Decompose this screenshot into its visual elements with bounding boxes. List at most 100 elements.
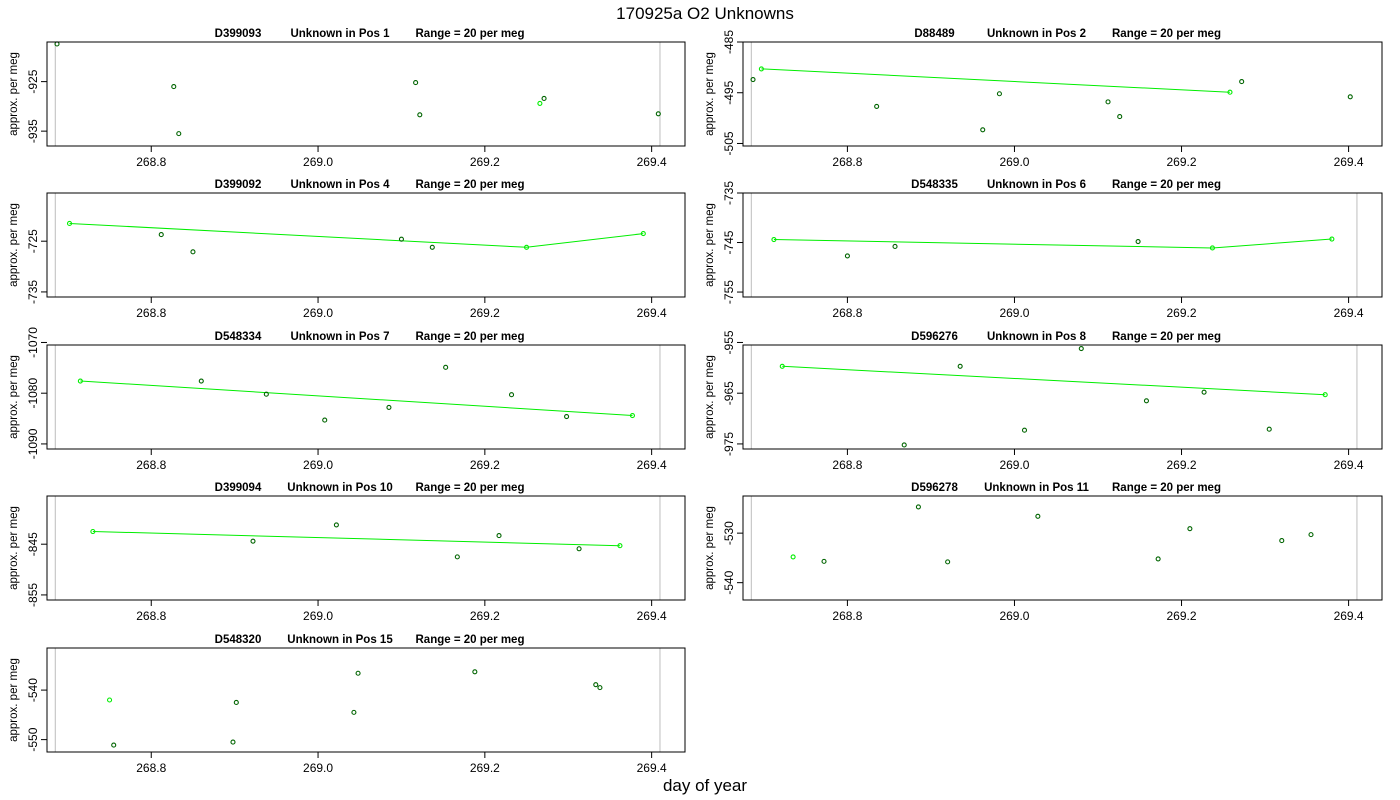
data-point: [413, 80, 419, 86]
y-tick-label: -530: [722, 521, 736, 545]
plot-frame: [742, 495, 1383, 601]
data-point: [1201, 389, 1207, 395]
x-tick-label: 269.4: [1334, 609, 1364, 623]
y-axis-label: approx. per meg: [8, 52, 20, 136]
data-point: [1143, 398, 1149, 404]
data-point-reference: [758, 66, 764, 72]
y-tick-label: -935: [26, 119, 40, 143]
data-point: [1279, 538, 1285, 544]
data-point: [915, 504, 921, 510]
data-point: [750, 76, 756, 83]
panel-d548320: D548320 Unknown in Pos 15 Range = 20 per m…: [8, 634, 686, 775]
panel-position-label: Unknown in Pos 2: [987, 28, 1086, 40]
data-point: [996, 91, 1002, 97]
panel-sample-id: D548334: [215, 331, 262, 343]
data-point: [1239, 79, 1245, 85]
data-point: [351, 709, 357, 715]
panel-range-label: Range = 20 per meg: [1112, 482, 1221, 494]
data-point: [1135, 238, 1141, 245]
y-tick-label: -845: [26, 532, 40, 556]
data-point: [322, 417, 328, 423]
data-point: [874, 103, 880, 109]
data-point-reference: [640, 231, 646, 237]
plot-frame: [46, 41, 686, 147]
data-point: [844, 253, 850, 259]
panel-range-label: Range = 20 per meg: [416, 482, 525, 494]
y-axis-label: approx. per meg: [8, 658, 20, 742]
data-point: [429, 244, 435, 250]
data-point: [417, 112, 423, 118]
panel-d596276: D596276 Unknown in Pos 8 Range = 20 per me…: [704, 330, 1383, 472]
fit-line: [782, 365, 1326, 396]
x-tick-label: 269.0: [303, 458, 333, 472]
data-point-reference: [537, 100, 543, 106]
data-point-reference: [1329, 236, 1335, 242]
data-point: [190, 249, 196, 255]
data-point: [564, 413, 570, 420]
panel-sample-id: D399093: [215, 28, 262, 40]
y-tick-label: -955: [722, 330, 736, 354]
y-tick-label: -965: [722, 381, 736, 405]
panel-sample-id: D399094: [215, 482, 262, 494]
x-tick-label: 269.0: [999, 306, 1029, 320]
y-tick-label: -485: [722, 30, 736, 54]
x-tick-label: 268.8: [136, 609, 166, 623]
data-point: [980, 127, 986, 133]
data-point: [1078, 346, 1084, 352]
panel-title: D596276 Unknown in Pos 8 Range = 20 per me…: [911, 331, 1221, 343]
fit-line: [761, 68, 1231, 93]
data-point: [1021, 427, 1028, 433]
data-point: [901, 442, 907, 448]
plot-frame: [742, 192, 1383, 298]
panel-title: D548334 Unknown in Pos 7 Range = 20 per me…: [215, 331, 525, 343]
plot-frame: [46, 344, 686, 450]
panel-range-label: Range = 20 per meg: [416, 28, 525, 40]
data-point: [945, 559, 951, 565]
data-point: [957, 363, 963, 369]
data-point-reference: [1209, 245, 1215, 251]
data-point-reference: [790, 554, 796, 560]
x-tick-label: 269.4: [637, 155, 667, 169]
y-tick-label: -725: [26, 229, 40, 253]
data-point: [1308, 532, 1314, 538]
x-tick-label: 268.8: [136, 458, 166, 472]
x-tick-label: 269.2: [1167, 306, 1197, 320]
plot-frame: [742, 344, 1383, 450]
data-point: [541, 95, 547, 102]
x-tick-label: 269.4: [1334, 306, 1364, 320]
panel-range-label: Range = 20 per meg: [416, 331, 525, 343]
plot-frame: [46, 495, 686, 601]
data-point: [250, 538, 256, 544]
data-point: [472, 669, 478, 675]
panel-sample-id: D596278: [911, 482, 958, 494]
x-tick-label: 269.4: [1334, 155, 1364, 169]
data-point: [1035, 513, 1041, 519]
panel-sample-id: D548320: [215, 634, 262, 646]
x-tick-label: 268.8: [136, 761, 166, 775]
data-point: [1117, 114, 1123, 120]
plot-frame: [742, 41, 1383, 147]
y-tick-label: -975: [722, 432, 736, 456]
data-point: [398, 236, 404, 242]
data-point: [1155, 556, 1161, 562]
x-tick-label: 269.4: [637, 609, 667, 623]
data-point: [892, 243, 898, 250]
data-point: [198, 378, 204, 384]
data-point: [496, 533, 502, 539]
y-tick-label: -735: [722, 181, 736, 205]
x-tick-label: 269.2: [470, 458, 500, 472]
x-tick-label: 269.0: [303, 761, 333, 775]
data-point: [176, 131, 182, 137]
panel-d88489: D88489 Unknown in Pos 2 Range = 20 per meg…: [704, 28, 1383, 169]
data-point-reference: [771, 237, 777, 243]
x-tick-label: 268.8: [136, 155, 166, 169]
y-tick-label: -755: [722, 280, 736, 304]
y-axis-label: approx. per meg: [8, 506, 20, 590]
data-point-reference: [77, 378, 83, 384]
data-point: [233, 699, 239, 706]
x-tick-label: 269.0: [999, 458, 1029, 472]
x-tick-label: 269.2: [470, 306, 500, 320]
panel-position-label: Unknown in Pos 6: [987, 179, 1086, 191]
panel-position-label: Unknown in Pos 1: [290, 28, 390, 40]
x-tick-label: 268.8: [832, 306, 862, 320]
